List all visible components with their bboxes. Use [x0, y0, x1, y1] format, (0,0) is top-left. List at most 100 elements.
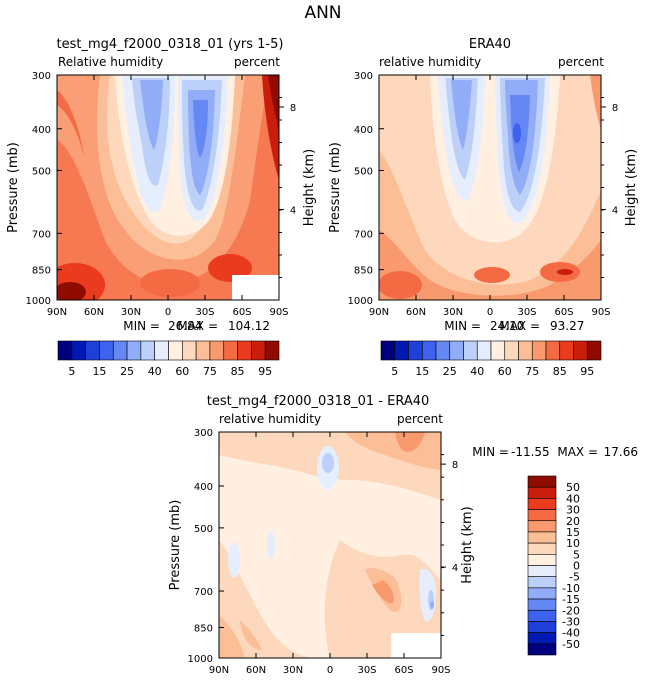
- y-axis-label: Pressure (mb): [168, 500, 183, 591]
- panel-1-field: [57, 75, 279, 300]
- colorbar-label: 10: [566, 537, 580, 550]
- x-tick-label: 0: [487, 307, 493, 318]
- panel-1-max-value: 104.12: [228, 319, 270, 333]
- colorbar-box: [531, 340, 547, 361]
- x-tick-label: 30N: [283, 665, 303, 676]
- colorbar-box: [586, 340, 602, 361]
- x-tick-label: 30N: [121, 307, 141, 318]
- y-tick-label: 500: [194, 524, 213, 535]
- y-tick-label: 850: [194, 623, 213, 634]
- x-tick-label: 90S: [431, 665, 450, 676]
- colorbar-box: [559, 340, 574, 361]
- x-tick-label: 60N: [84, 307, 104, 318]
- colorbar-box: [140, 340, 155, 361]
- colorbar-label: -30: [562, 615, 580, 628]
- x-tick-label: 60N: [246, 665, 266, 676]
- x-tick-label: 90S: [591, 307, 610, 318]
- panel-1-subtitle-left: Relative humidity: [58, 55, 163, 69]
- panel-2-title: ERA40: [469, 37, 511, 52]
- colorbar-label: -40: [562, 627, 580, 640]
- panel-2-field: [379, 75, 601, 300]
- colorbar-label: -20: [562, 604, 580, 617]
- colorbar-box: [112, 340, 128, 361]
- colorbar-label: 60: [498, 365, 512, 378]
- y2-axis-label: Height (km): [460, 506, 475, 583]
- colorbar-label: 60: [175, 365, 189, 378]
- y-axis-label: Pressure (mb): [6, 142, 21, 233]
- y-tick-label: 1000: [188, 654, 213, 665]
- y2-tick-label: 4: [290, 205, 296, 216]
- panel-1-colorbar: 5 15 25 40 60 75 85 95: [57, 340, 280, 378]
- y2-axis-label: Height (km): [624, 149, 639, 226]
- x-tick-label: 30S: [195, 307, 214, 318]
- y2-tick-label: 8: [452, 460, 458, 471]
- colorbar-box: [435, 340, 451, 361]
- x-tick-label: 90N: [47, 307, 67, 318]
- panel-2-subtitle-right: percent: [558, 55, 604, 69]
- colorbar-label: 75: [203, 365, 217, 378]
- colorbar-box: [71, 340, 86, 361]
- colorbar-box: [527, 576, 557, 589]
- colorbar-label: 40: [148, 365, 162, 378]
- colorbar-box: [168, 340, 183, 361]
- colorbar-box: [154, 340, 169, 361]
- colorbar-box: [504, 340, 519, 361]
- colorbar-box: [573, 340, 588, 361]
- panel-1-min-label: MIN =: [123, 319, 160, 333]
- colorbar-box: [527, 609, 557, 622]
- y2-axis-label: Height (km): [302, 149, 317, 226]
- colorbar-label: 95: [580, 365, 594, 378]
- colorbar-box: [527, 486, 557, 499]
- colorbar-box: [527, 554, 557, 566]
- colorbar-box: [421, 340, 437, 361]
- panel-2-axes: 90N 60N 30N 0 30S 60S 90S 300 400 500 700 850 1000 8 4…: [328, 71, 639, 318]
- y-tick-label: 300: [194, 428, 213, 439]
- colorbar-label: 15: [415, 365, 429, 378]
- panel-3-field: [219, 432, 441, 658]
- colorbar-box: [264, 340, 280, 361]
- x-tick-label: 60S: [554, 307, 573, 318]
- colorbar-box: [237, 340, 252, 361]
- y-tick-label: 700: [354, 229, 373, 240]
- colorbar-label: 30: [566, 504, 580, 517]
- y-tick-label: 1000: [348, 296, 373, 307]
- colorbar-label: 75: [525, 365, 539, 378]
- colorbar-box: [449, 340, 464, 361]
- colorbar-box: [490, 340, 506, 361]
- y2-tick-label: 4: [612, 205, 618, 216]
- panel-1-max-label: MAX =: [177, 319, 218, 333]
- colorbar-box: [527, 520, 557, 533]
- panel-3-title: test_mg4_f2000_0318_01 - ERA40: [207, 394, 430, 409]
- colorbar-label: -50: [562, 638, 580, 651]
- y-tick-label: 300: [32, 71, 51, 82]
- x-tick-label: 90N: [369, 307, 389, 318]
- colorbar-box: [408, 340, 423, 361]
- y-tick-label: 300: [354, 71, 373, 82]
- colorbar-box: [527, 565, 557, 577]
- colorbar-box: [209, 340, 225, 361]
- figure-title: ANN: [304, 3, 341, 23]
- y2-tick-label: 8: [290, 103, 296, 114]
- panel-3: test_mg4_f2000_0318_01 - ERA40 relative …: [168, 394, 638, 676]
- y-tick-label: 500: [354, 166, 373, 177]
- colorbar-label: 5: [391, 365, 398, 378]
- colorbar-label: 15: [566, 526, 580, 539]
- y-tick-label: 400: [32, 125, 51, 136]
- colorbar-box: [527, 598, 557, 611]
- y-tick-label: 850: [354, 266, 373, 277]
- panel-1: test_mg4_f2000_0318_01 (yrs 1-5) Relativ…: [6, 37, 317, 378]
- panel-3-max-label: MAX =: [557, 445, 598, 459]
- colorbar-box: [223, 340, 238, 361]
- colorbar-label: 15: [92, 365, 106, 378]
- y2-tick-label: 4: [452, 563, 458, 574]
- colorbar-box: [394, 340, 409, 361]
- panel-3-min-label: MIN =: [472, 445, 509, 459]
- colorbar-box: [251, 340, 266, 361]
- panel-2-max-label: MAX =: [499, 319, 540, 333]
- panel-2-subtitle-left: relative humidity: [379, 55, 481, 69]
- y-tick-label: 1000: [26, 296, 51, 307]
- panel-2-min-label: MIN =: [444, 319, 481, 333]
- colorbar-box: [527, 498, 557, 510]
